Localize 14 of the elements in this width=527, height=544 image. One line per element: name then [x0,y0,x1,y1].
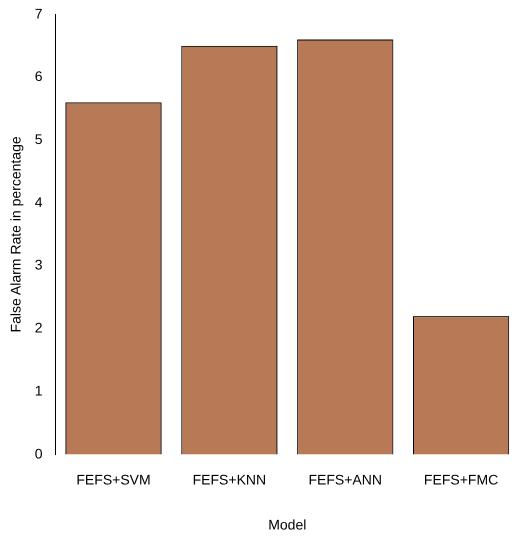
y-tick-label: 5 [34,130,43,147]
x-axis-title: Model [268,516,306,532]
y-tick-label: 4 [34,194,43,210]
x-tick-label: FEFS+FMC [424,472,498,488]
x-tick-label: FEFS+KNN [192,472,266,488]
x-tick-label: FEFS+ANN [308,472,382,488]
y-tick-label: 7 [34,5,43,22]
y-axis-title: False Alarm Rate in percentage [7,136,24,332]
y-tick-label: 6 [34,68,43,84]
y-tick-label: 3 [34,256,43,273]
y-tick-label: 1 [34,382,43,398]
y-tick-label: 0 [34,445,43,462]
x-tick-label: FEFS+SVM [76,472,151,488]
y-tick-label: 2 [34,320,43,336]
